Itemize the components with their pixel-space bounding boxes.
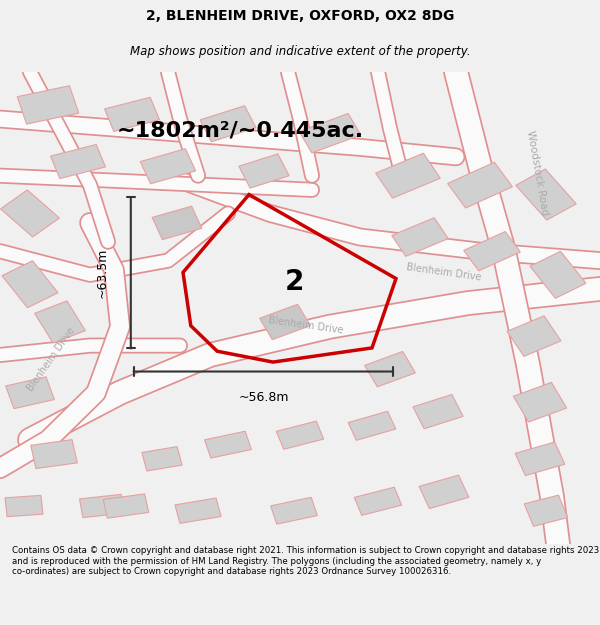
Polygon shape — [17, 86, 79, 124]
Polygon shape — [515, 442, 565, 476]
Polygon shape — [376, 153, 440, 198]
Polygon shape — [419, 475, 469, 509]
Text: Contains OS data © Crown copyright and database right 2021. This information is : Contains OS data © Crown copyright and d… — [12, 546, 599, 576]
Text: Blenheim Drive: Blenheim Drive — [25, 326, 77, 394]
Polygon shape — [277, 421, 323, 449]
Text: Blenheim Drive: Blenheim Drive — [268, 316, 344, 336]
Polygon shape — [140, 149, 196, 184]
Polygon shape — [348, 411, 396, 440]
Text: ~56.8m: ~56.8m — [238, 391, 289, 404]
Text: 2, BLENHEIM DRIVE, OXFORD, OX2 8DG: 2, BLENHEIM DRIVE, OXFORD, OX2 8DG — [146, 9, 454, 22]
Polygon shape — [5, 496, 43, 517]
Polygon shape — [507, 316, 561, 356]
Polygon shape — [175, 498, 221, 523]
Polygon shape — [392, 217, 448, 256]
Polygon shape — [205, 431, 251, 458]
Polygon shape — [35, 301, 85, 343]
Polygon shape — [152, 206, 202, 239]
Polygon shape — [271, 498, 317, 524]
Polygon shape — [2, 261, 58, 308]
Text: Blenheim Drive: Blenheim Drive — [406, 262, 482, 282]
Polygon shape — [239, 154, 289, 188]
Polygon shape — [299, 114, 361, 153]
Polygon shape — [50, 144, 106, 179]
Polygon shape — [103, 494, 149, 518]
Polygon shape — [200, 106, 256, 142]
Text: Map shows position and indicative extent of the property.: Map shows position and indicative extent… — [130, 45, 470, 58]
Polygon shape — [104, 98, 160, 131]
Text: Woodstock Road: Woodstock Road — [524, 130, 550, 217]
Polygon shape — [5, 377, 55, 409]
Polygon shape — [464, 231, 520, 271]
Polygon shape — [530, 251, 586, 298]
Text: 2: 2 — [284, 268, 304, 296]
Polygon shape — [80, 494, 124, 518]
Polygon shape — [448, 162, 512, 208]
Polygon shape — [524, 495, 568, 526]
Polygon shape — [31, 439, 77, 469]
Polygon shape — [1, 190, 59, 237]
Text: ~1802m²/~0.445ac.: ~1802m²/~0.445ac. — [116, 121, 364, 141]
Text: ~63.5m: ~63.5m — [95, 248, 109, 298]
Polygon shape — [142, 447, 182, 471]
Polygon shape — [365, 351, 415, 387]
Polygon shape — [355, 488, 401, 516]
Polygon shape — [413, 394, 463, 429]
Polygon shape — [516, 169, 576, 220]
Polygon shape — [514, 382, 566, 422]
Polygon shape — [260, 304, 310, 339]
